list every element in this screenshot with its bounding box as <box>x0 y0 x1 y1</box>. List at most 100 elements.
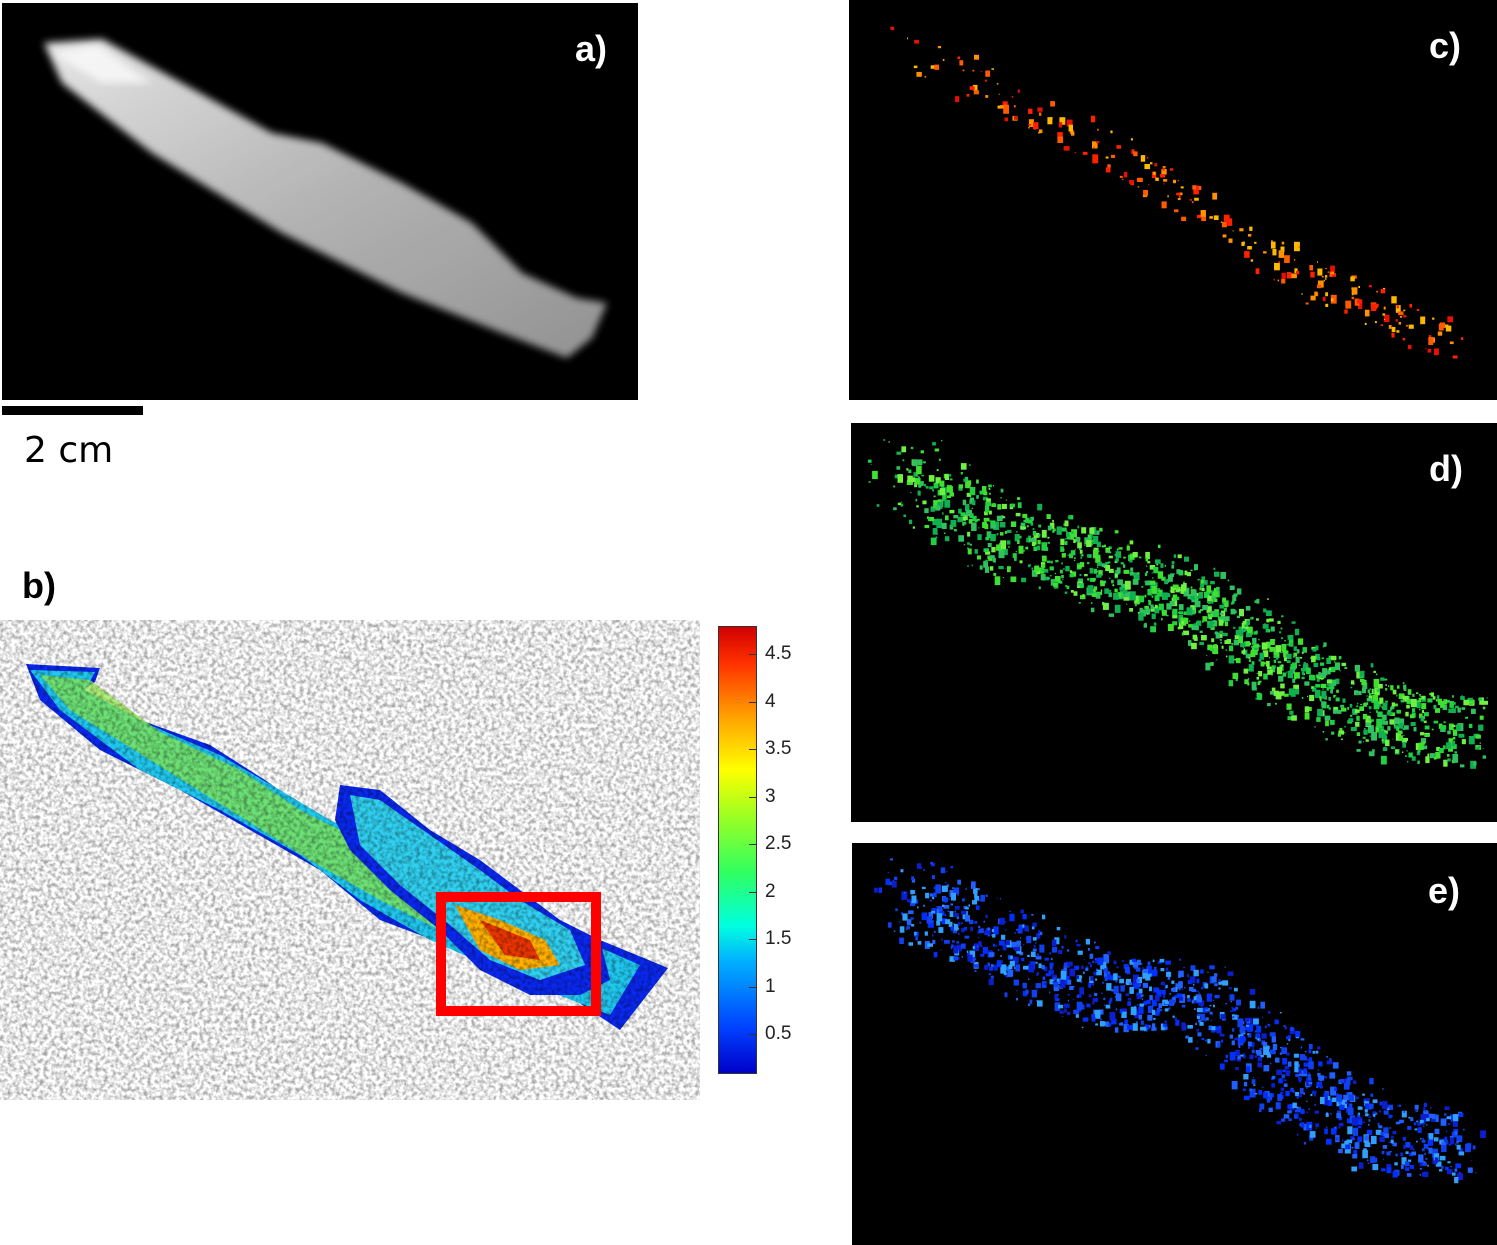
speckle-dot <box>1406 750 1408 752</box>
speckle-dot <box>1100 589 1103 592</box>
speckle-dot <box>1286 1036 1290 1040</box>
speckle-dot <box>1096 541 1101 548</box>
speckle-dot <box>1428 1133 1434 1140</box>
speckle-dot <box>1449 701 1454 708</box>
speckle-dot <box>1422 716 1425 720</box>
speckle-dot <box>983 517 990 522</box>
speckle-dot <box>1187 1025 1193 1029</box>
speckle-dot <box>916 863 922 869</box>
speckle-dot <box>1304 712 1310 720</box>
speckle-dot <box>1395 732 1401 741</box>
speckle-dot <box>1286 703 1292 710</box>
speckle-dot <box>1023 519 1027 522</box>
speckle-dot <box>1392 738 1394 740</box>
speckle-dot <box>932 934 934 937</box>
speckle-dot <box>1230 609 1236 615</box>
speckle-dot <box>1271 687 1276 692</box>
speckle-dot <box>1254 647 1258 650</box>
speckle-dot <box>956 941 960 944</box>
speckle-dot <box>1012 553 1017 558</box>
speckle-dot <box>1195 1023 1198 1026</box>
speckle-dot <box>1065 565 1070 572</box>
speckle-dot <box>1222 234 1227 238</box>
speckle-dot <box>1300 1109 1305 1115</box>
speckle-dot <box>1210 1019 1213 1021</box>
speckle-dot <box>973 888 978 894</box>
speckle-dot <box>901 891 908 900</box>
speckle-dot <box>1294 258 1296 261</box>
speckle-dot <box>1299 1081 1301 1083</box>
colorbar-tick-mark <box>749 891 756 893</box>
speckle-dot <box>1452 736 1456 740</box>
speckle-dot <box>949 509 955 514</box>
speckle-dot <box>1363 736 1365 738</box>
speckle-dot <box>1105 156 1109 159</box>
speckle-dot <box>1164 579 1168 585</box>
speckle-dot <box>1027 915 1029 917</box>
speckle-dot <box>1243 1095 1250 1101</box>
speckle-dot <box>1156 592 1162 597</box>
speckle-dot <box>1095 978 1098 981</box>
speckle-dot <box>1367 689 1370 693</box>
speckle-dot <box>1170 168 1174 171</box>
speckle-dot <box>1003 548 1008 556</box>
speckle-dot <box>968 904 970 907</box>
speckle-dot <box>1004 117 1009 122</box>
speckle-dot <box>1227 579 1230 582</box>
speckle-dot <box>1022 924 1025 928</box>
speckle-dot <box>1031 989 1037 998</box>
speckle-dot <box>1308 1057 1313 1062</box>
speckle-dot <box>1331 731 1335 735</box>
speckle-dot <box>1456 1144 1461 1150</box>
speckle-dot <box>1081 965 1084 970</box>
speckle-dot <box>1103 566 1105 568</box>
speckle-dot <box>1067 994 1070 996</box>
speckle-dot <box>920 450 924 454</box>
speckle-dot <box>961 910 967 915</box>
speckle-dot <box>893 930 896 932</box>
speckle-dot <box>993 573 997 576</box>
speckle-dot <box>918 484 922 488</box>
speckle-dot <box>954 923 959 931</box>
speckle-dot <box>1424 733 1430 737</box>
speckle-dot <box>1202 1007 1208 1013</box>
speckle-dot <box>1162 166 1166 169</box>
speckle-dot <box>1242 1088 1246 1091</box>
speckle-dot <box>1192 609 1196 615</box>
speckle-dot <box>1010 955 1013 960</box>
speckle-dot <box>1058 1004 1064 1009</box>
speckle-dot <box>1219 639 1222 641</box>
speckle-dot <box>1340 738 1343 740</box>
speckle-dot <box>1206 1007 1211 1012</box>
speckle-dot <box>967 480 972 485</box>
speckle-dot <box>1149 995 1153 1001</box>
speckle-dot <box>967 542 970 545</box>
speckle-dot <box>1409 303 1413 308</box>
speckle-dot <box>1453 729 1458 736</box>
speckle-dot <box>1272 249 1277 256</box>
speckle-dot <box>972 84 978 91</box>
speckle-dot <box>1146 999 1151 1005</box>
speckle-dot <box>1446 1139 1448 1142</box>
speckle-dot <box>1109 568 1114 573</box>
speckle-dot <box>1087 578 1090 581</box>
speckle-dot <box>1278 250 1285 258</box>
speckle-dot <box>1173 1002 1175 1005</box>
speckle-image-e <box>874 858 1486 1184</box>
speckle-dot <box>1131 1010 1134 1012</box>
speckle-dot <box>1363 1098 1367 1103</box>
speckle-dot <box>1286 1043 1289 1045</box>
speckle-dot <box>1229 585 1235 590</box>
speckle-dot <box>940 911 945 916</box>
speckle-dot <box>1191 999 1195 1004</box>
speckle-dot <box>1250 259 1254 262</box>
speckle-dot <box>1249 989 1256 995</box>
speckle-dot <box>1229 1051 1236 1061</box>
speckle-dot <box>1430 753 1435 759</box>
speckle-dot <box>1272 1043 1278 1050</box>
speckle-dot <box>1026 525 1029 528</box>
speckle-dot <box>1351 1166 1357 1172</box>
speckle-dot <box>951 892 956 901</box>
speckle-dot <box>1092 588 1096 594</box>
speckle-dot <box>1275 1057 1280 1063</box>
